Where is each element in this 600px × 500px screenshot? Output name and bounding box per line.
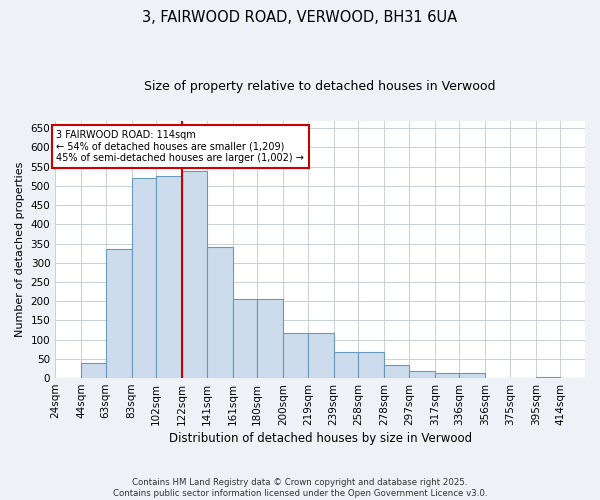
- Bar: [81, 362, 106, 378]
- Bar: [182, 170, 207, 378]
- Text: 3 FAIRWOOD ROAD: 114sqm
← 54% of detached houses are smaller (1,209)
45% of semi: 3 FAIRWOOD ROAD: 114sqm ← 54% of detache…: [56, 130, 304, 164]
- Bar: [358, 352, 384, 378]
- Bar: [207, 248, 233, 378]
- Title: Size of property relative to detached houses in Verwood: Size of property relative to detached ho…: [145, 80, 496, 93]
- Text: 3, FAIRWOOD ROAD, VERWOOD, BH31 6UA: 3, FAIRWOOD ROAD, VERWOOD, BH31 6UA: [142, 10, 458, 25]
- Bar: [156, 176, 182, 378]
- Bar: [106, 250, 131, 378]
- Bar: [257, 298, 283, 378]
- Text: Contains HM Land Registry data © Crown copyright and database right 2025.
Contai: Contains HM Land Registry data © Crown c…: [113, 478, 487, 498]
- Bar: [334, 352, 358, 378]
- Bar: [460, 374, 485, 378]
- Bar: [384, 364, 409, 378]
- X-axis label: Distribution of detached houses by size in Verwood: Distribution of detached houses by size …: [169, 432, 472, 445]
- Bar: [409, 371, 435, 378]
- Bar: [435, 374, 460, 378]
- Bar: [283, 332, 308, 378]
- Y-axis label: Number of detached properties: Number of detached properties: [15, 162, 25, 337]
- Bar: [131, 178, 156, 378]
- Bar: [308, 332, 334, 378]
- Bar: [233, 298, 257, 378]
